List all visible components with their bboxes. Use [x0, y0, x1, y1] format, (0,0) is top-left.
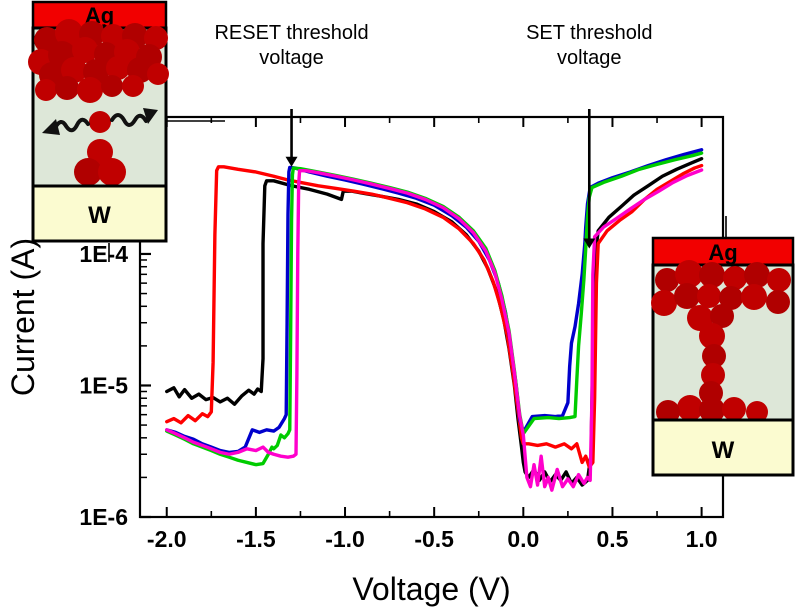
set-inset-filament-particles: [651, 260, 791, 424]
reset-threshold-annotation-line1: RESET threshold: [214, 22, 368, 44]
set-inset-ag-electrode: [651, 236, 795, 267]
reset-inset-right-squiggle: [110, 113, 148, 127]
reset-inset-w-electrode: [31, 184, 168, 243]
axes: -2.0 -1.5 -1.0 -0.5 0.0 0.5 1.0 1E-4 1E-5 1E-6: [79, 115, 725, 552]
y-tick-label: 1E-5: [79, 372, 128, 398]
y-tick-label: 1E-4: [79, 241, 128, 267]
curve-sweep-5: [165, 168, 704, 492]
reset-threshold-annotation-line2: voltage: [259, 47, 324, 69]
set-threshold-annotation-line2: voltage: [557, 47, 622, 69]
curve-sweep-2: [165, 163, 704, 469]
set-inset-w-label: W: [712, 437, 735, 464]
set-threshold-annotation-line1: SET threshold: [526, 22, 652, 44]
x-axis-title: Voltage (V): [352, 571, 510, 607]
reset-inset-hopping-ion: [89, 111, 111, 133]
reset-threshold-annotation-arrow-head: [285, 156, 298, 167]
x-tick-label: -2.0: [147, 526, 187, 552]
x-tick-label: -1.5: [236, 526, 276, 552]
x-tick-label: 0.0: [507, 526, 539, 552]
set-threshold-annotation-arrow-head: [583, 238, 596, 249]
x-tick-label: 0.5: [596, 526, 628, 552]
set-inset-w-electrode: [651, 418, 795, 477]
x-tick-label: -0.5: [414, 526, 454, 552]
x-tick-label: 1.0: [686, 526, 718, 552]
reset-inset-left-arrowhead: [42, 119, 60, 135]
y-tick-label: 1E-6: [79, 504, 128, 530]
reset-inset-particle-cluster: [28, 19, 169, 103]
reset-inset-bottom-cluster: [74, 139, 126, 186]
axis-labels-group: Voltage (V) Current (A): [5, 238, 511, 607]
y-axis-title: Current (A): [5, 238, 41, 396]
curve-series-group: [165, 148, 704, 492]
x-tick-label: -1.0: [325, 526, 365, 552]
set-inset-ag-label: Ag: [708, 240, 737, 265]
reset-inset-right-arrowhead: [143, 108, 158, 124]
reset-inset-w-label: W: [88, 202, 111, 229]
annotations-group: RESET threshold voltage SET threshold volta…: [214, 22, 652, 249]
reset-inset-left-squiggle: [53, 117, 90, 133]
